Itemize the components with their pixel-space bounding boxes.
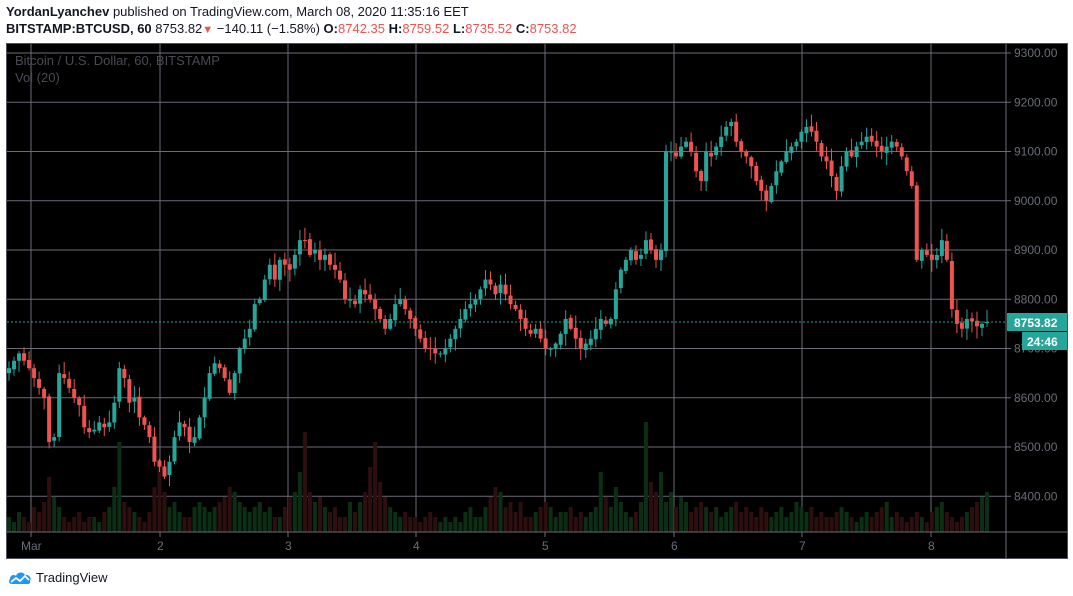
chart-panel[interactable] [6, 43, 1068, 559]
price-tick-label: 8400.00 [1014, 489, 1058, 503]
open-label: O: [323, 21, 338, 36]
volume-bars [7, 422, 989, 532]
chart-grid [7, 44, 1006, 532]
time-tick-label: 4 [413, 539, 420, 553]
time-tick-label: 8 [928, 539, 935, 553]
time-tick-label: 3 [285, 539, 292, 553]
time-tick-label: 6 [671, 539, 678, 553]
current-price-badge [1007, 312, 1067, 331]
price-candles [7, 113, 989, 487]
low-label: L: [452, 21, 466, 36]
low-value: 8735.52 [465, 21, 513, 36]
close-label: C: [515, 21, 530, 36]
publish-info: YordanLyanchev published on TradingView.… [6, 4, 469, 19]
tradingview-footer[interactable]: TradingView [8, 569, 108, 585]
time-tick-label: Mar [21, 539, 42, 553]
price-change: −140.11 (−1.58%) [216, 21, 320, 36]
time-tick-label: 5 [542, 539, 549, 553]
price-tick-label: 8900.00 [1014, 243, 1058, 257]
published-text: published on TradingView.com, March 08, … [112, 4, 469, 19]
volume-legend[interactable]: Vol (20) [15, 70, 60, 85]
high-label: H: [388, 21, 403, 36]
symbol-name: BITSTAMP:BTCUSD, 60 [6, 21, 152, 36]
last-price: 8753.82 [155, 21, 203, 36]
time-tick-label: 7 [799, 539, 806, 553]
chart-axes: 9300.00 9200.00 9100.00 9000.00 8900.00 8800.… [7, 44, 1067, 558]
tradingview-cloud-icon [8, 572, 31, 584]
price-tick-label: 8800.00 [1014, 292, 1058, 306]
price-tick-label: 9300.00 [1014, 46, 1058, 60]
current-price-label: 8753.82 [1014, 316, 1058, 330]
price-tick-label: 9000.00 [1014, 194, 1058, 208]
series-legend[interactable]: Bitcoin / U.S. Dollar, 60, BITSTAMP [15, 53, 220, 68]
high-value: 8759.52 [402, 21, 450, 36]
brand-name: TradingView [36, 569, 108, 585]
price-tick-label: 9100.00 [1014, 145, 1058, 159]
time-tick-label: 2 [157, 539, 164, 553]
bar-countdown-label: 24:46 [1027, 335, 1058, 349]
down-triangle-icon: ▼ [202, 24, 214, 36]
open-value: 8742.35 [338, 21, 385, 36]
price-tick-label: 8500.00 [1014, 440, 1058, 454]
price-tick-label: 9200.00 [1014, 95, 1058, 109]
symbol-info-bar: BITSTAMP:BTCUSD, 60 8753.82▼ −140.11 (−1… [6, 21, 577, 36]
price-tick-label: 8600.00 [1014, 391, 1058, 405]
countdown-badge [1022, 331, 1067, 350]
author-name[interactable]: YordanLyanchev [6, 4, 110, 19]
close-value: 8753.82 [529, 21, 577, 36]
